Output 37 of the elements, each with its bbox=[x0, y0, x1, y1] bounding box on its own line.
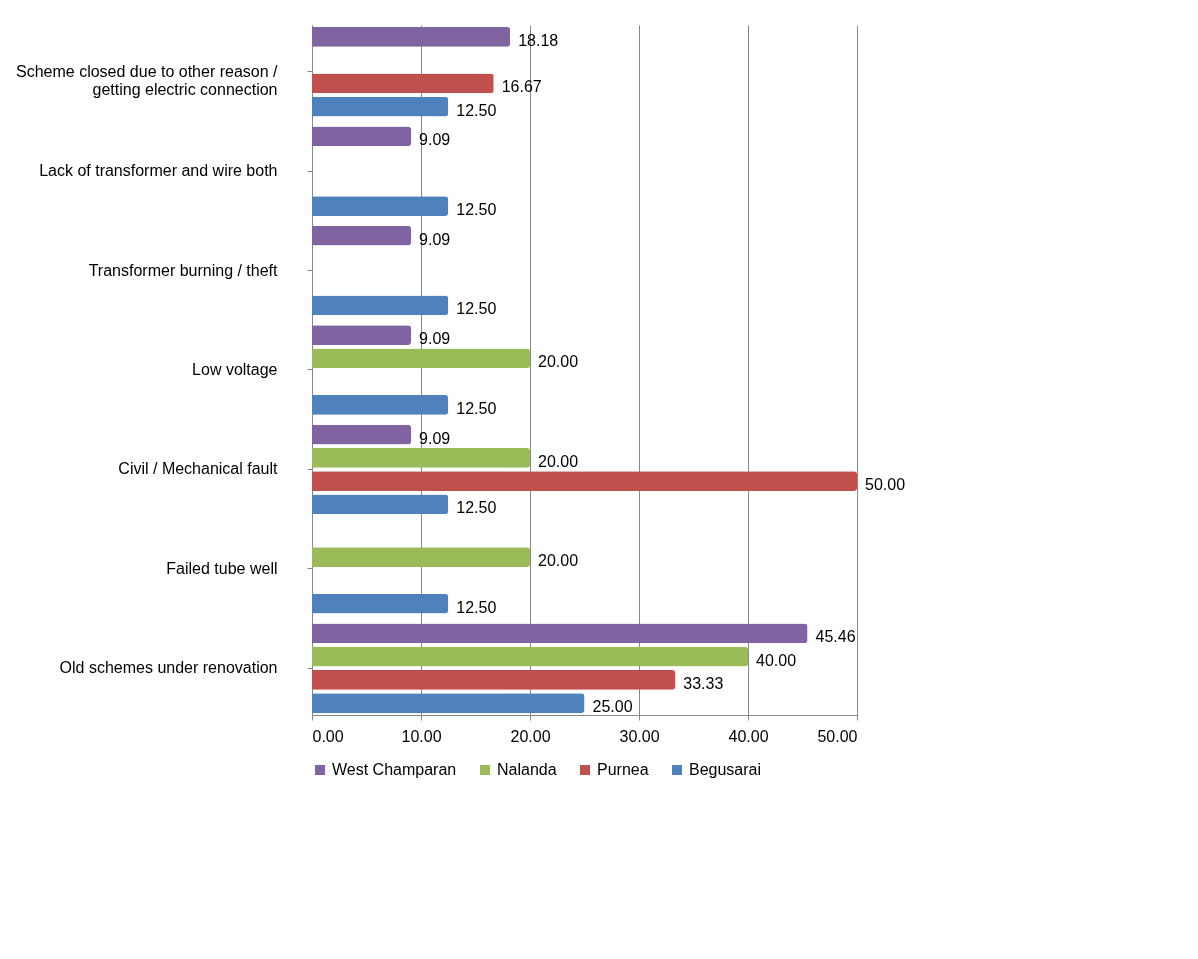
data-label: 12.50 bbox=[456, 499, 497, 517]
data-label: 18.18 bbox=[518, 31, 559, 49]
data-label: 9.09 bbox=[419, 230, 451, 248]
data-label: 16.67 bbox=[501, 78, 542, 96]
data-label: 40.00 bbox=[756, 651, 797, 669]
y-tick-label: Scheme closed due to other reason / getting electric connection bbox=[16, 62, 279, 98]
y-tick-label: Low voltage bbox=[192, 361, 278, 378]
x-tick-label: 20.00 bbox=[510, 727, 551, 745]
data-label: 12.50 bbox=[456, 201, 497, 219]
data-label: 9.09 bbox=[419, 429, 451, 447]
x-tick-label: 30.00 bbox=[619, 727, 660, 745]
data-label: 12.50 bbox=[456, 101, 497, 119]
data-label: 20.00 bbox=[538, 452, 579, 470]
x-tick-label: 0.00 bbox=[312, 727, 344, 745]
data-label: 20.00 bbox=[538, 353, 579, 371]
y-tick-label: Old schemes under renovation bbox=[59, 659, 278, 677]
legend-label: Purnea bbox=[597, 761, 649, 778]
y-tick-label: Failed tube well bbox=[166, 559, 278, 577]
legend-label: Begusarai bbox=[689, 761, 762, 778]
y-tick-label: Lack of transformer and wire both bbox=[39, 162, 278, 180]
data-label: 12.50 bbox=[456, 300, 497, 318]
legend-label: West Champaran bbox=[332, 761, 457, 778]
legend-label: Nalanda bbox=[497, 761, 557, 778]
data-label: 12.50 bbox=[456, 399, 497, 417]
data-label: 50.00 bbox=[865, 476, 906, 494]
data-label: 20.00 bbox=[538, 552, 579, 570]
data-label: 12.50 bbox=[456, 598, 497, 616]
data-label: 45.46 bbox=[815, 628, 856, 646]
data-label: 9.09 bbox=[419, 330, 451, 348]
data-label: 25.00 bbox=[592, 698, 633, 716]
y-tick-label: Civil / Mechanical fault bbox=[118, 460, 279, 478]
y-tick-label: Transformer burning / theft bbox=[88, 261, 279, 279]
data-label: 33.33 bbox=[683, 674, 724, 692]
x-tick-label: 10.00 bbox=[401, 727, 442, 745]
data-label: 9.09 bbox=[419, 131, 451, 149]
x-tick-label: 50.00 bbox=[817, 727, 858, 745]
x-tick-label: 40.00 bbox=[728, 727, 769, 745]
